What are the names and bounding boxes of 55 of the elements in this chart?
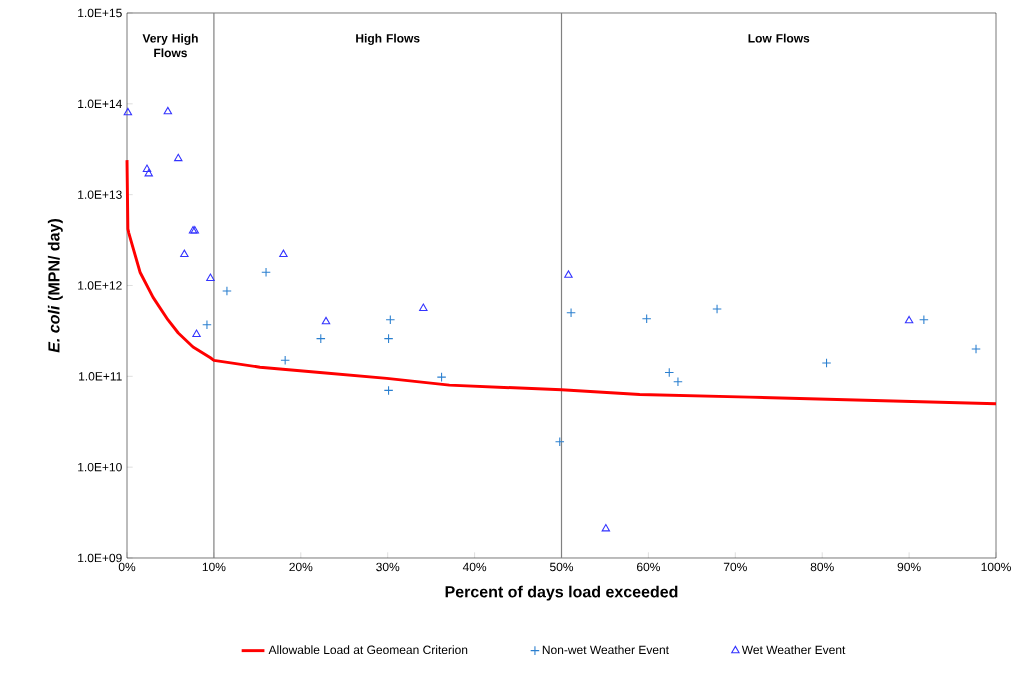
point: [180, 249, 189, 258]
point: [206, 273, 215, 281]
x-tick-label: 90%: [897, 562, 921, 572]
point: [192, 329, 201, 337]
point: [144, 168, 153, 177]
y-axis-title: E. coli (MPN/ day): [47, 219, 63, 353]
y-tick-label: 1.0E+13: [78, 190, 122, 199]
point: [664, 367, 675, 378]
legend-label: Wet Weather Event: [741, 645, 846, 655]
point: [566, 308, 576, 318]
x-tick-label: 20%: [289, 562, 313, 572]
point: [673, 377, 683, 387]
point: [222, 286, 232, 296]
x-tick-label: 10%: [202, 562, 226, 572]
y-tick-label: 1.0E+10: [78, 462, 122, 472]
annotation: Very High Flows: [142, 33, 198, 58]
x-tick-label: 70%: [723, 562, 747, 572]
point: [279, 249, 288, 258]
point: [564, 270, 573, 278]
point: [419, 303, 428, 312]
point: [383, 333, 394, 344]
point: [821, 358, 832, 368]
point: [383, 385, 394, 396]
y-tick-label: 1.0E+15: [78, 8, 122, 18]
point: [142, 164, 152, 173]
point: [385, 314, 396, 325]
x-tick-label: 30%: [376, 562, 400, 572]
y-tick-label: 1.0E+12: [78, 281, 122, 290]
point: [712, 304, 722, 314]
point: [202, 319, 212, 330]
x-tick-label: 0%: [118, 562, 136, 572]
x-tick-label: 40%: [462, 562, 487, 572]
point: [174, 153, 183, 162]
x-tick-label: 80%: [810, 562, 834, 572]
point: [919, 314, 929, 325]
x-tick-label: 100%: [981, 562, 1011, 572]
point: [971, 344, 981, 354]
y-tick-label: 1.0E+11: [79, 372, 122, 381]
y-tick-label: 1.0E+09: [78, 553, 122, 563]
annotation: High Flows: [356, 33, 420, 45]
y-tick-label: 1.0E+14: [78, 99, 122, 109]
x-tick-label: 60%: [637, 562, 660, 572]
point: [321, 316, 331, 325]
point: [436, 372, 447, 382]
point: [601, 523, 611, 532]
legend-label: Allowable Load at Geomean Criterion: [268, 645, 468, 655]
legend-label: Non-wet Weather Event: [542, 645, 669, 655]
point: [163, 106, 173, 115]
annotation: Low Flows: [748, 33, 810, 43]
point: [904, 315, 914, 324]
x-tick-label: 50%: [549, 562, 574, 572]
line-series: [125, 158, 998, 406]
point: [261, 267, 271, 278]
x-axis-title: Percent of days load exceeded: [445, 585, 678, 601]
point: [123, 107, 133, 116]
